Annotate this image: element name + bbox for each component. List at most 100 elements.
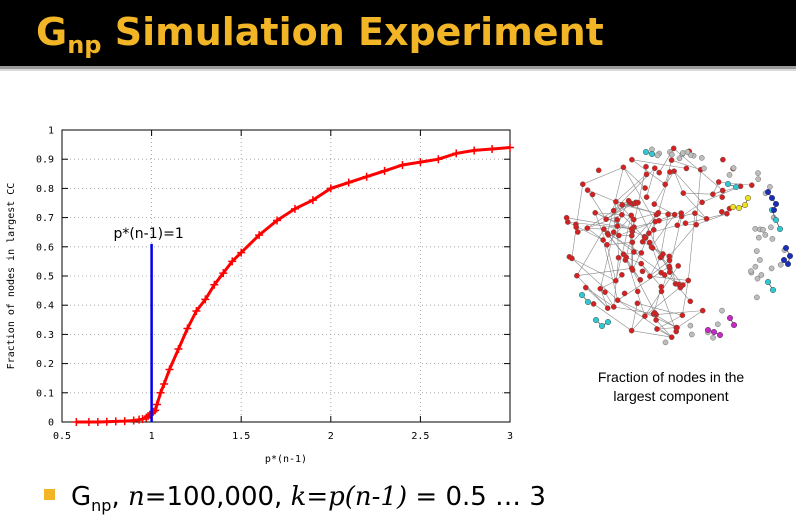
data-point bbox=[157, 389, 165, 397]
network-node bbox=[700, 200, 705, 205]
component-node bbox=[770, 287, 776, 293]
network-node bbox=[663, 182, 668, 187]
network-node bbox=[642, 235, 647, 240]
network-node bbox=[715, 322, 720, 327]
network-node bbox=[604, 242, 609, 247]
bullet-point: Gnp, n=100,000, k=p(n-1) = 0.5 … 3 bbox=[44, 480, 546, 523]
network-node bbox=[621, 165, 626, 170]
data-point bbox=[85, 418, 93, 426]
network-node bbox=[767, 184, 772, 189]
network-node bbox=[644, 172, 649, 177]
network-node bbox=[694, 222, 699, 227]
network-node bbox=[564, 215, 569, 220]
network-node bbox=[675, 223, 680, 228]
network-node bbox=[616, 255, 621, 260]
network-node bbox=[667, 264, 672, 269]
y-tick-label: 0.4 bbox=[36, 301, 54, 312]
component-node bbox=[745, 195, 751, 201]
network-node bbox=[727, 172, 732, 177]
bullet-range: = 0.5 … 3 bbox=[407, 482, 546, 512]
network-edge bbox=[696, 170, 701, 225]
network-node bbox=[619, 272, 624, 277]
network-node bbox=[667, 169, 672, 174]
network-node bbox=[689, 332, 694, 337]
network-edge bbox=[674, 171, 702, 202]
network-node bbox=[679, 211, 684, 216]
data-point bbox=[363, 173, 371, 181]
network-edge bbox=[656, 311, 703, 315]
network-caption: Fraction of nodes in the largest compone… bbox=[560, 368, 782, 406]
component-node bbox=[585, 299, 591, 305]
network-node bbox=[613, 278, 618, 283]
network-node bbox=[590, 192, 595, 197]
component-node bbox=[781, 257, 787, 263]
network-node bbox=[611, 208, 616, 213]
y-tick-label: 0 bbox=[48, 418, 54, 429]
y-tick-label: 1 bbox=[48, 126, 54, 137]
network-node bbox=[756, 177, 761, 182]
network-node bbox=[654, 317, 659, 322]
network-node bbox=[720, 195, 725, 200]
component-node bbox=[733, 184, 739, 190]
network-node bbox=[605, 306, 610, 311]
data-point bbox=[112, 417, 120, 425]
component-node bbox=[765, 189, 771, 195]
network-node bbox=[677, 156, 682, 161]
title-g: G bbox=[36, 10, 67, 54]
network-edge bbox=[632, 160, 687, 169]
title-bar: Gnp Simulation Experiment bbox=[0, 0, 796, 66]
network-node bbox=[719, 209, 724, 214]
network-node bbox=[763, 232, 768, 237]
network-node bbox=[685, 149, 690, 154]
data-point bbox=[452, 149, 460, 157]
data-point bbox=[470, 146, 478, 154]
network-node bbox=[638, 277, 643, 282]
threshold-label: p*(n-1)=1 bbox=[113, 226, 183, 242]
network-node bbox=[629, 226, 634, 231]
component-node bbox=[705, 327, 711, 333]
network-node bbox=[604, 217, 609, 222]
component-node bbox=[593, 317, 599, 323]
x-tick-label: 3 bbox=[507, 431, 513, 442]
network-node bbox=[659, 270, 664, 275]
network-node bbox=[596, 168, 601, 173]
network-node bbox=[731, 165, 736, 170]
network-node bbox=[778, 262, 783, 267]
data-point bbox=[121, 417, 129, 425]
network-node bbox=[622, 291, 627, 296]
network-node bbox=[686, 278, 691, 283]
data-point bbox=[398, 161, 406, 169]
network-node bbox=[753, 226, 758, 231]
x-tick-label: 2.5 bbox=[411, 431, 429, 442]
bullet-marker bbox=[44, 489, 55, 500]
network-node bbox=[606, 232, 611, 237]
network-node bbox=[585, 188, 590, 193]
network-edge bbox=[658, 172, 670, 213]
data-point bbox=[130, 417, 138, 425]
network-node bbox=[720, 188, 725, 193]
network-node bbox=[640, 269, 645, 274]
network-node bbox=[688, 299, 693, 304]
network-edge bbox=[632, 303, 638, 330]
network-node bbox=[626, 198, 631, 203]
y-tick-label: 0.9 bbox=[36, 155, 54, 166]
component-node bbox=[717, 332, 723, 338]
data-point bbox=[160, 380, 168, 388]
network-node bbox=[753, 264, 758, 269]
data-point bbox=[434, 155, 442, 163]
network-node bbox=[655, 153, 660, 158]
title-rest: Simulation Experiment bbox=[101, 10, 603, 54]
network-node bbox=[770, 236, 775, 241]
network-node bbox=[660, 251, 665, 256]
slide-title: Gnp Simulation Experiment bbox=[36, 2, 604, 75]
network-edge bbox=[583, 167, 624, 184]
component-node bbox=[599, 323, 605, 329]
network-node bbox=[757, 257, 762, 262]
network-edge bbox=[674, 171, 683, 193]
network-node bbox=[651, 227, 656, 232]
network-node bbox=[684, 166, 689, 171]
data-point bbox=[94, 418, 102, 426]
x-tick-label: 0.5 bbox=[53, 431, 71, 442]
network-node bbox=[701, 166, 706, 171]
